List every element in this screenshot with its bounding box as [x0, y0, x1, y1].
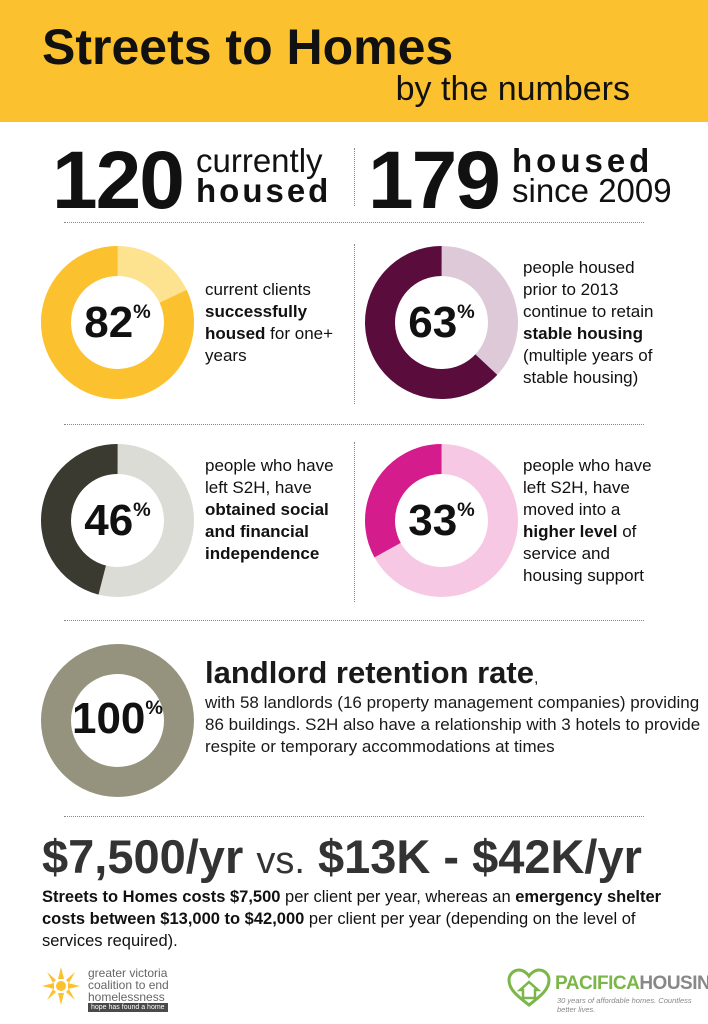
higher-level-service-description: people who have left S2H, have moved int…: [523, 456, 652, 585]
successfully-housed-description: current clients successfully housed for …: [205, 280, 334, 365]
cost-s2h: $7,500/yr: [42, 830, 244, 883]
currently-housed-label: currently housed: [196, 142, 332, 209]
landlord-percent: 100%: [71, 694, 163, 743]
currently-housed-label-line1: currently: [196, 142, 323, 179]
independence-percent: 46%: [84, 495, 151, 545]
donut-track: [41, 644, 194, 797]
cost-comparison: $7,500/yr vs. $13K - $42K/yr: [42, 833, 642, 880]
header-banner: [0, 0, 708, 122]
housed-since-label-line1: housed: [512, 142, 654, 179]
page-subtitle: by the numbers: [395, 70, 630, 108]
higher-level-service-percent: 33%: [408, 495, 475, 545]
housed-since-number: 179: [368, 135, 501, 226]
divider: [64, 222, 644, 223]
divider: [354, 148, 355, 206]
cost-shelter: $13K - $42K/yr: [317, 830, 642, 883]
higher-level-service-donut-chart: [364, 444, 518, 597]
independence-donut-chart: [41, 444, 194, 597]
stable-housing-donut-chart: [365, 246, 518, 399]
housed-since-label-line2: since 2009: [512, 172, 672, 209]
successfully-housed-percent: 82%: [84, 297, 151, 347]
landlord-title: landlord retention rate,: [205, 655, 539, 690]
page-title: Streets to Homes: [42, 19, 454, 75]
divider: [64, 816, 644, 817]
coalition-logo-icon: [42, 967, 80, 1005]
divider: [354, 442, 355, 602]
cost-vs: vs.: [256, 840, 305, 882]
stable-housing-percent: 63%: [408, 297, 475, 347]
cost-description: Streets to Homes costs $7,500 per client…: [42, 888, 662, 950]
donut-value-arc: [365, 246, 518, 399]
coalition-tagline: hope has found a home: [88, 1003, 168, 1012]
pacifica-heart-house-icon: [507, 968, 551, 1007]
divider: [354, 244, 355, 404]
divider: [64, 620, 644, 621]
coalition-logo-text: greater victoria coalition to end homele…: [88, 966, 169, 1004]
independence-description: people who have left S2H, have obtained …: [205, 456, 334, 563]
housed-since-label: housed since 2009: [512, 142, 672, 209]
pacifica-tagline: 30 years of affordable homes. Countless …: [557, 996, 692, 1014]
stable-housing-description: people housed prior to 2013 continue to …: [523, 258, 654, 387]
successfully-housed-donut-chart: [41, 246, 194, 399]
currently-housed-number: 120: [52, 135, 185, 226]
landlord-description: with 58 landlords (16 property managemen…: [205, 693, 701, 756]
landlord-donut-chart: [41, 644, 194, 797]
donut-value-arc: [41, 246, 194, 399]
currently-housed-label-line2: housed: [196, 172, 332, 209]
divider: [64, 424, 644, 425]
pacifica-logo-name: PACIFICAHOUSING: [555, 973, 708, 994]
